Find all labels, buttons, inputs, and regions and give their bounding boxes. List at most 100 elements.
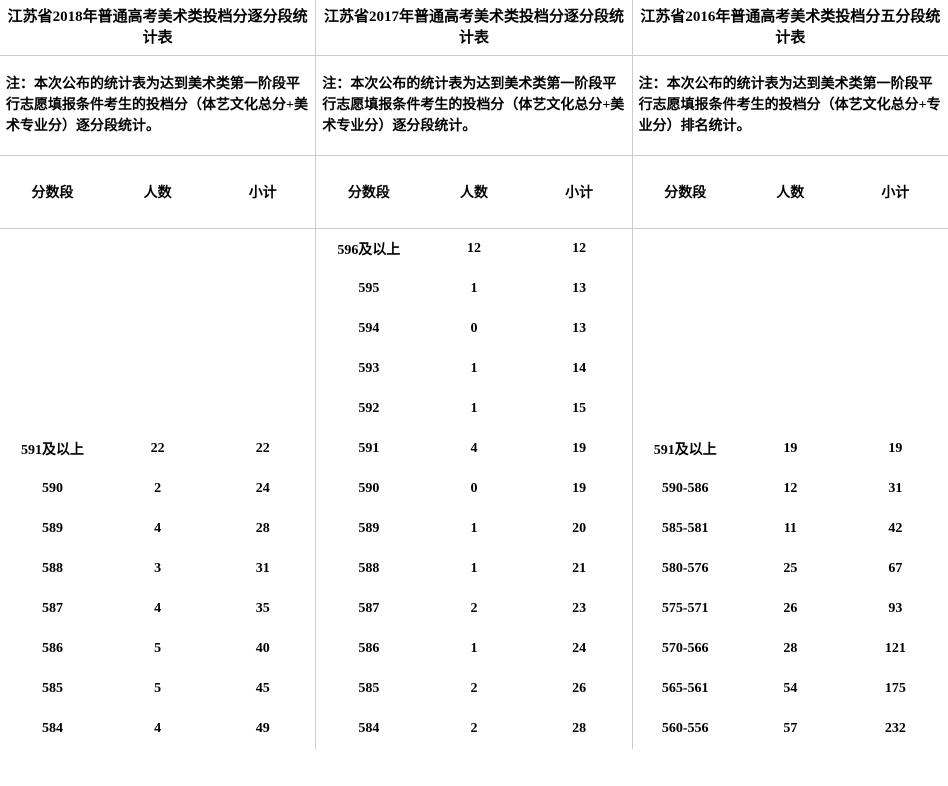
table-cell [0,229,105,269]
table-cell: 21 [527,549,632,589]
table-cell: 584 [316,709,421,749]
table-cell: 591及以上 [0,429,105,469]
table-cell: 575-571 [633,589,738,629]
table-cell [738,229,843,269]
table-cell: 24 [210,469,315,509]
table-row: 584449 [0,709,315,749]
table-cell: 586 [316,629,421,669]
table-cell [843,229,948,269]
table-cell: 25 [738,549,843,589]
tables-wrapper: 江苏省2018年普通高考美术类投档分逐分段统计表 注：本次公布的统计表为达到美术… [0,0,948,749]
table-cell: 588 [316,549,421,589]
table-cell: 565-561 [633,669,738,709]
table-cell: 121 [843,629,948,669]
table-row: 585226 [316,669,631,709]
table-cell: 28 [738,629,843,669]
table-cell: 31 [843,469,948,509]
table-cell [105,349,210,389]
table-cell: 595 [316,269,421,309]
col-header: 人数 [738,156,843,229]
tbody-2016: 591及以上1919590-5861231585-5811142580-5762… [633,229,948,749]
table-cell: 19 [527,469,632,509]
table-cell: 2 [421,589,526,629]
table-2016: 分数段 人数 小计 591及以上1919590-5861231585-58111… [633,156,948,749]
table-cell [633,389,738,429]
note-2016: 注：本次公布的统计表为达到美术类第一阶段平行志愿填报条件考生的投档分（体艺文化总… [633,56,948,156]
table-cell: 5 [105,669,210,709]
table-row: 565-56154175 [633,669,948,709]
table-row: 591及以上1919 [633,429,948,469]
table-cell: 12 [738,469,843,509]
table-row: 580-5762567 [633,549,948,589]
table-cell: 19 [738,429,843,469]
table-cell: 1 [421,509,526,549]
table-cell: 593 [316,349,421,389]
table-cell: 15 [527,389,632,429]
table-row: 586540 [0,629,315,669]
table-row: 590224 [0,469,315,509]
table-cell: 19 [527,429,632,469]
table-cell: 4 [105,589,210,629]
table-cell: 1 [421,269,526,309]
table-cell: 580-576 [633,549,738,589]
table-cell [210,349,315,389]
table-cell: 588 [0,549,105,589]
table-cell: 12 [527,229,632,270]
table-cell: 24 [527,629,632,669]
table-row [633,229,948,269]
table-row [0,389,315,429]
table-cell: 585 [316,669,421,709]
table-cell: 19 [843,429,948,469]
table-cell: 592 [316,389,421,429]
table-row: 560-55657232 [633,709,948,749]
col-header: 分数段 [0,156,105,229]
table-row: 590019 [316,469,631,509]
table-cell [0,309,105,349]
table-cell: 586 [0,629,105,669]
table-row: 596及以上1212 [316,229,631,270]
table-cell [105,229,210,269]
table-cell [843,349,948,389]
table-cell: 1 [421,629,526,669]
table-cell: 589 [316,509,421,549]
title-2016: 江苏省2016年普通高考美术类投档分五分段统计表 [633,0,948,56]
table-cell [210,269,315,309]
table-cell: 590-586 [633,469,738,509]
table-row [633,269,948,309]
table-cell: 23 [527,589,632,629]
table-cell [105,389,210,429]
table-row: 589120 [316,509,631,549]
table-row: 591及以上2222 [0,429,315,469]
table-row [0,349,315,389]
table-row: 584228 [316,709,631,749]
table-cell: 31 [210,549,315,589]
table-cell [105,309,210,349]
col-header: 小计 [210,156,315,229]
col-header: 人数 [421,156,526,229]
table-row [633,389,948,429]
table-cell: 587 [316,589,421,629]
table-row: 591419 [316,429,631,469]
note-2018: 注：本次公布的统计表为达到美术类第一阶段平行志愿填报条件考生的投档分（体艺文化总… [0,56,315,156]
table-cell [0,349,105,389]
table-row: 588331 [0,549,315,589]
table-cell: 12 [421,229,526,270]
table-cell: 11 [738,509,843,549]
table-cell: 3 [105,549,210,589]
table-row [0,269,315,309]
table-cell: 22 [210,429,315,469]
table-cell: 1 [421,549,526,589]
section-2016: 江苏省2016年普通高考美术类投档分五分段统计表 注：本次公布的统计表为达到美术… [633,0,948,749]
table-cell: 93 [843,589,948,629]
table-cell: 42 [843,509,948,549]
table-cell: 20 [527,509,632,549]
table-cell [210,229,315,269]
table-cell: 587 [0,589,105,629]
table-cell [105,269,210,309]
table-2018: 分数段 人数 小计 591及以上222259022458942858833158… [0,156,315,749]
table-row: 585-5811142 [633,509,948,549]
table-row: 593114 [316,349,631,389]
table-cell: 4 [105,509,210,549]
table-cell: 49 [210,709,315,749]
table-cell [843,309,948,349]
